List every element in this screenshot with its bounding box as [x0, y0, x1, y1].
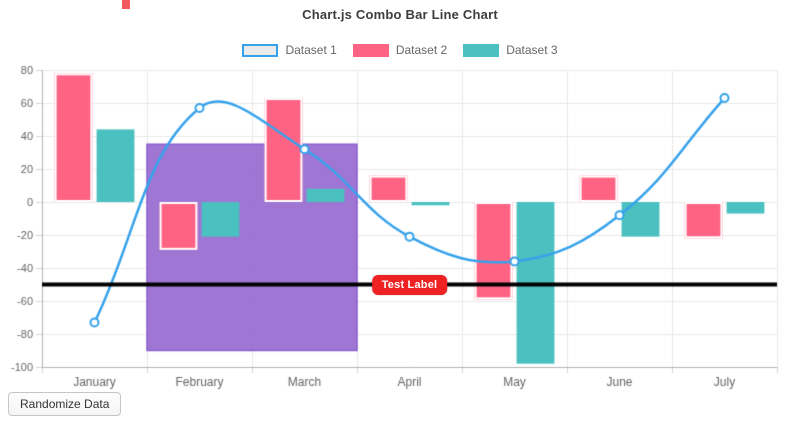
legend-swatch-dataset-3 [463, 43, 500, 57]
legend-swatch-dataset-2 [352, 43, 389, 57]
legend-label-dataset-3: Dataset 3 [506, 43, 558, 57]
legend-item-dataset-1[interactable]: Dataset 1 [242, 43, 337, 57]
randomize-data-button[interactable]: Randomize Data [8, 392, 122, 416]
red-artifact [122, 0, 130, 9]
legend-swatch-dataset-1 [242, 43, 279, 57]
legend-item-dataset-3[interactable]: Dataset 3 [463, 43, 558, 57]
legend-label-dataset-1: Dataset 1 [285, 43, 337, 57]
legend-label-dataset-2: Dataset 2 [395, 43, 448, 57]
chart-title: Chart.js Combo Bar Line Chart [302, 7, 498, 22]
chart-legend: Dataset 1 Dataset 2 Dataset 3 [0, 41, 800, 59]
test-label: Test Label [371, 274, 448, 295]
legend-item-dataset-2[interactable]: Dataset 2 [352, 43, 448, 57]
